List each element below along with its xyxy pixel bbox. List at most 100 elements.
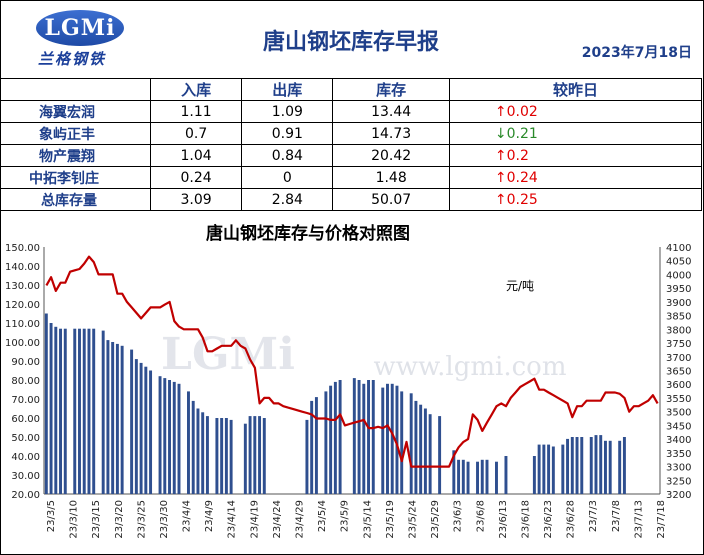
y2-tick-label: 4100: [666, 243, 691, 254]
inventory-bar: [314, 397, 318, 494]
y-tick-label: 70.00: [11, 395, 40, 406]
change-value: 0.2: [506, 147, 529, 164]
y2-tick-label: 3350: [666, 449, 691, 460]
x-tick-label: 23/4/24: [272, 500, 283, 539]
y2-tick-label: 3650: [666, 367, 691, 378]
column-header-in: 入库: [149, 78, 243, 101]
warehouse-name: 中拓李钊庄: [0, 166, 151, 189]
inventory-bar: [305, 419, 309, 494]
out-value: 0: [241, 166, 334, 189]
inventory-bar: [599, 435, 603, 494]
inventory-bar: [63, 328, 67, 494]
change-value: 0.25: [506, 191, 538, 208]
stock-value: 13.44: [332, 100, 450, 123]
inventory-bar: [329, 385, 333, 494]
watermark-logo: LGMi: [161, 329, 295, 380]
inventory-bar: [205, 416, 209, 494]
inventory-bar: [44, 313, 48, 494]
x-tick-label: 23/5/9: [340, 500, 351, 532]
inventory-bar: [547, 444, 551, 494]
inventory-bar: [224, 418, 228, 494]
stock-value: 20.42: [332, 144, 450, 167]
inventory-bar: [258, 416, 262, 494]
y-tick-label: 120.00: [5, 300, 40, 311]
x-tick-label: 23/5/29: [430, 500, 441, 539]
x-tick-label: 23/3/20: [114, 500, 125, 539]
out-value: 2.84: [241, 188, 334, 211]
y2-tick-label: 3700: [666, 353, 691, 364]
column-header-out: 出库: [241, 78, 334, 101]
out-value: 0.91: [241, 122, 334, 145]
y2-tick-label: 3500: [666, 408, 691, 419]
report-date: 2023年7月18日: [581, 45, 692, 61]
x-tick-label: 23/5/4: [317, 500, 328, 532]
inventory-bar: [106, 340, 110, 494]
total-label: 总库存量: [0, 188, 151, 211]
inventory-bar: [414, 400, 418, 494]
change-value: 0.24: [506, 169, 538, 186]
change-value: 0.21: [506, 125, 538, 142]
in-value: 0.7: [149, 122, 243, 145]
inventory-bar: [220, 418, 224, 494]
logo-mark: LGMi: [36, 10, 124, 46]
y-tick-label: 60.00: [11, 414, 40, 425]
inventory-bar: [618, 440, 622, 494]
y2-tick-label: 4050: [666, 257, 691, 268]
inventory-bar: [395, 385, 399, 494]
y2-tick-label: 3750: [666, 339, 691, 350]
inventory-bar: [352, 378, 356, 494]
y2-tick-label: 4000: [666, 270, 691, 281]
inventory-bar: [196, 408, 200, 494]
in-value: 3.09: [149, 188, 243, 211]
inventory-bar: [457, 459, 461, 494]
inventory-bar: [594, 435, 598, 494]
inventory-price-chart: 唐山钢坯库存与价格对照图 LGMi www.lgmi.com 20.00 30.00 40…: [5, 223, 691, 539]
report-header: LGMi 兰格钢铁 唐山钢坯库存早报 2023年7月18日: [0, 0, 702, 79]
x-tick-label: 23/3/5: [46, 500, 57, 532]
stock-value: 14.73: [332, 122, 450, 145]
table-row-total: 总库存量 3.09 2.84 50.07 ↑0.25: [0, 188, 703, 211]
table-row: 象屿正丰 0.7 0.91 14.73 ↓0.21: [0, 122, 703, 145]
inventory-bar: [438, 416, 442, 494]
x-tick-label: 23/4/19: [249, 500, 260, 539]
table-row: 物产震翔 1.04 0.84 20.42 ↑0.2: [0, 144, 703, 167]
inventory-bar: [542, 444, 546, 494]
inventory-bar: [87, 328, 91, 494]
arrow-up-icon: ↑: [494, 103, 507, 120]
inventory-bar: [466, 461, 470, 494]
inventory-bar: [92, 328, 96, 494]
x-tick-label: 23/7/8: [611, 500, 622, 532]
in-value: 1.11: [149, 100, 243, 123]
y2-tick-label: 3250: [666, 476, 691, 487]
stock-value: 1.48: [332, 166, 450, 189]
inventory-bar: [532, 456, 536, 494]
inventory-bar: [537, 444, 541, 494]
inventory-bar: [504, 456, 508, 494]
inventory-bar: [49, 323, 53, 494]
x-tick-label: 23/6/13: [498, 500, 509, 539]
inventory-bar: [371, 380, 375, 494]
inventory-bar: [589, 437, 593, 494]
column-header-change: 较昨日: [448, 78, 703, 101]
y-tick-label: 30.00: [11, 471, 40, 482]
y2-tick-label: 3300: [666, 463, 691, 474]
change-cell: ↑0.02: [448, 100, 703, 123]
y2-tick-label: 3800: [666, 325, 691, 336]
x-tick-label: 23/4/29: [295, 500, 306, 539]
warehouse-name: 物产震翔: [0, 144, 151, 167]
inventory-bar: [59, 328, 63, 494]
x-tick-label: 23/7/13: [633, 500, 644, 539]
inventory-bar: [476, 461, 479, 494]
inventory-bar: [168, 380, 171, 494]
y2-tick-label: 3550: [666, 394, 691, 405]
inventory-bar: [390, 383, 394, 494]
change-cell: ↑0.24: [448, 166, 703, 189]
inventory-bar: [243, 423, 247, 494]
inventory-bar: [82, 328, 86, 494]
y-tick-label: 50.00: [11, 433, 40, 444]
inventory-table: 入库 出库 库存 较昨日 海翼宏润 1.11 1.09 13.44 ↑0.02 …: [0, 78, 703, 211]
x-tick-label: 23/4/14: [227, 500, 238, 539]
x-tick-label: 23/3/30: [159, 500, 170, 539]
y-tick-label: 90.00: [11, 357, 40, 368]
x-tick-label: 23/7/3: [588, 500, 599, 532]
